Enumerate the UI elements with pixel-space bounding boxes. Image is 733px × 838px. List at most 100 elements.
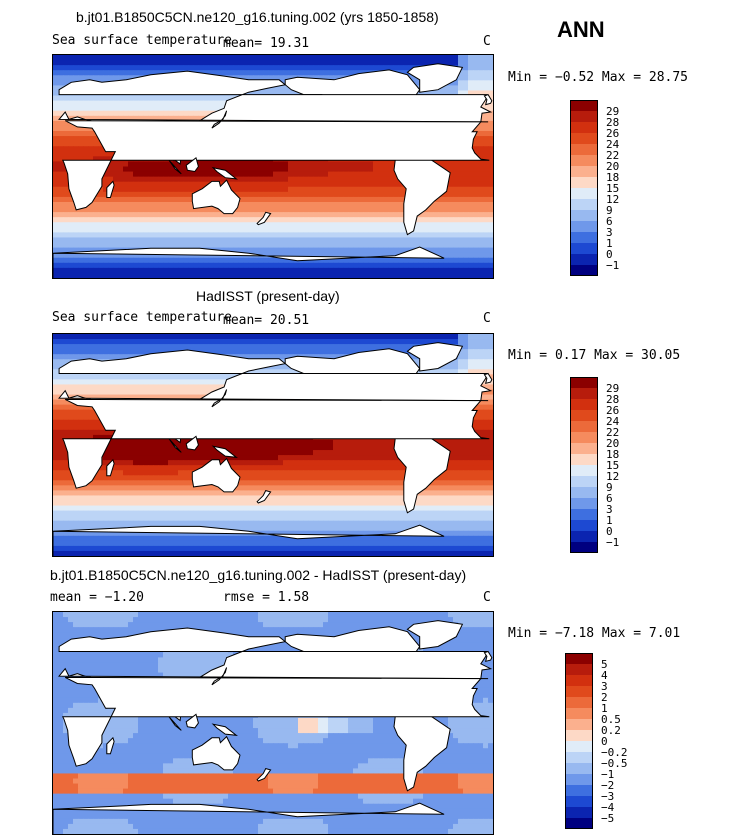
map-cell	[143, 95, 149, 102]
map-cell	[283, 181, 289, 188]
map-cell	[78, 374, 84, 381]
map-cell	[83, 217, 89, 223]
map-cell	[183, 267, 189, 274]
map-cell	[98, 339, 104, 345]
map-cell	[433, 60, 439, 66]
map-cell	[363, 334, 369, 340]
map-cell	[358, 237, 364, 244]
map-cell	[88, 65, 94, 71]
map-cell	[108, 334, 114, 340]
map-cell	[53, 374, 59, 381]
map-cell	[478, 222, 484, 228]
map-cell	[483, 339, 489, 345]
map-cell	[388, 60, 394, 66]
map-cell	[308, 252, 314, 259]
map-cell	[238, 267, 244, 274]
map-cell	[468, 344, 474, 350]
map-cell	[343, 166, 349, 173]
map-cell	[68, 55, 74, 61]
map-cell	[83, 136, 89, 142]
map-cell	[128, 166, 134, 173]
map-cell	[268, 181, 274, 188]
map-cell	[483, 131, 489, 137]
map-cell	[293, 344, 299, 350]
map-cell	[488, 334, 493, 340]
map-cell	[138, 196, 144, 203]
map-cell	[238, 60, 244, 66]
map-cell	[293, 237, 299, 244]
map-cell	[163, 222, 169, 228]
map-cell	[343, 257, 349, 264]
map-cell	[143, 379, 149, 386]
map-cell	[463, 181, 469, 188]
map-cell	[93, 115, 99, 122]
map-cell	[283, 207, 289, 213]
map-cell	[93, 242, 99, 249]
map-cell	[208, 272, 214, 278]
map-cell	[223, 60, 229, 66]
map-cell	[163, 262, 169, 269]
map-cell	[413, 237, 419, 244]
map-cell	[478, 272, 484, 278]
map-cell	[313, 65, 319, 71]
map-cell	[118, 171, 124, 178]
map-cell	[93, 262, 99, 269]
map-cell	[293, 349, 299, 355]
map-cell	[63, 272, 69, 278]
map-cell	[323, 257, 329, 264]
map-cell	[78, 242, 84, 249]
map-cell	[458, 217, 464, 223]
map-cell	[293, 60, 299, 66]
map-cell	[108, 196, 114, 203]
map-cell	[153, 349, 159, 355]
map-cell	[348, 181, 354, 188]
map-cell	[468, 201, 474, 208]
map-cell	[143, 222, 149, 228]
map-cell	[163, 344, 169, 350]
map-cell	[358, 207, 364, 213]
map-cell	[128, 105, 134, 112]
map-cell	[353, 191, 359, 198]
map-cell	[58, 176, 64, 183]
map-cell	[468, 339, 474, 345]
map-cell	[218, 60, 224, 66]
map-cell	[108, 161, 114, 168]
map-cell	[243, 171, 249, 178]
map-cell	[288, 207, 294, 213]
map-cell	[373, 171, 379, 178]
map-cell	[53, 171, 59, 178]
map-cell	[253, 166, 259, 173]
map-cell	[313, 171, 319, 178]
map-cell	[63, 171, 69, 178]
map-cell	[348, 232, 354, 239]
map-cell	[128, 374, 134, 381]
map-cell	[228, 222, 234, 228]
map-cell	[393, 262, 399, 269]
map-cell	[253, 227, 259, 233]
map-cell	[478, 141, 484, 147]
map-cell	[118, 272, 124, 278]
map-cell	[123, 242, 129, 249]
map-cell	[53, 151, 59, 157]
map-cell	[263, 262, 269, 269]
map-cell	[113, 344, 119, 350]
map-cell	[373, 222, 379, 228]
map-cell	[243, 176, 249, 183]
map-cell	[343, 212, 349, 218]
map-cell	[368, 186, 374, 193]
map-cell	[468, 227, 474, 233]
map-cell	[123, 344, 129, 350]
map-cell	[433, 369, 439, 375]
map-cell	[433, 207, 439, 213]
map-cell	[298, 65, 304, 71]
map-cell	[368, 344, 374, 350]
map-cell	[188, 339, 194, 345]
map-cell	[348, 262, 354, 269]
map-cell	[443, 262, 449, 269]
map-cell	[158, 60, 164, 66]
map-cell	[113, 384, 119, 391]
map-cell	[328, 65, 334, 71]
map-cell	[203, 232, 209, 239]
map-cell	[308, 166, 314, 173]
map-cell	[438, 232, 444, 239]
